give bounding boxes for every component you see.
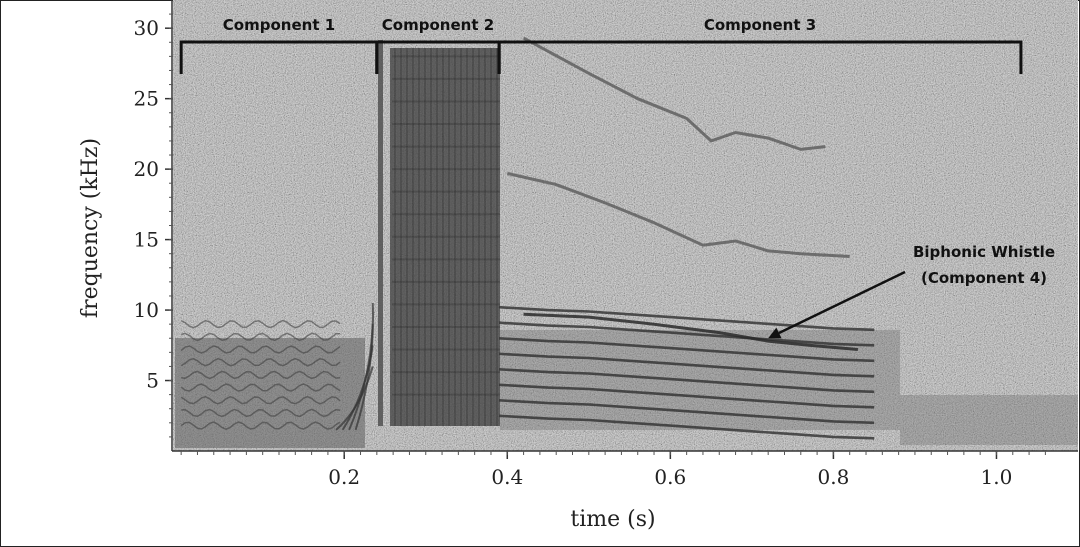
stack-harmonic-line (499, 414, 875, 440)
y-axis-title: frequency (kHz) (78, 138, 103, 318)
component-bracket (497, 40, 1023, 74)
annotation-arrowhead (768, 327, 782, 339)
stack-harmonic-line (499, 352, 875, 378)
whistle-harmonic-stack (499, 305, 875, 440)
component-1-harmonic (180, 395, 341, 405)
stack-harmonic-line (499, 383, 875, 409)
x-tick-label: 1.0 (981, 465, 1013, 489)
component-1-band (175, 338, 365, 448)
x-axis-ticks: 0.2 0.4 0.6 0.8 1.0 (180, 451, 1046, 489)
component-1-harmonic (181, 332, 341, 342)
y-tick-label: 20 (134, 157, 159, 181)
y-tick-label: 10 (134, 298, 159, 322)
component-2-onset-line (378, 40, 383, 426)
x-tick-label: 0.6 (654, 465, 686, 489)
y-tick-label: 25 (134, 87, 159, 111)
component-1-harmonic (180, 357, 341, 367)
y-tick-label: 15 (134, 228, 159, 252)
component-brackets: Component 1 Component 2 Component 3 (179, 16, 1023, 74)
component-label: Component 3 (704, 16, 816, 34)
biphonic-whistle-contour (523, 312, 859, 351)
x-axis-title: time (s) (570, 507, 655, 532)
component-1-harmonic (181, 370, 341, 380)
component-1-harmonic (180, 345, 341, 354)
component-1-harmonic (181, 408, 341, 418)
x-tick-label: 0.8 (817, 465, 849, 489)
component-label: Component 2 (382, 16, 494, 34)
component-1-harmonic (180, 319, 341, 329)
x-tick-label: 0.4 (491, 465, 523, 489)
stack-harmonic-line (499, 337, 875, 363)
upper-harmonic-line (506, 171, 850, 258)
annotation-arrow (778, 270, 906, 335)
component-1-harmonics (180, 302, 375, 431)
stack-harmonic-line (499, 399, 875, 425)
stack-harmonic-line (499, 305, 875, 332)
stack-harmonic-line (499, 321, 875, 347)
component-1-harmonic (180, 383, 341, 392)
y-tick-label: 5 (146, 369, 159, 393)
annotation-line-1: Biphonic Whistle (913, 243, 1055, 261)
component-1-harmonic (180, 421, 341, 431)
annotation-line-2: (Component 4) (921, 269, 1047, 287)
whistle-upper-harmonics (506, 36, 850, 258)
y-tick-label: 30 (134, 16, 159, 40)
component-label: Component 1 (223, 16, 335, 34)
component-1-sweep (354, 302, 375, 431)
component-2-texture (391, 48, 500, 426)
x-tick-label: 0.2 (328, 465, 360, 489)
component-3-tail (900, 395, 1078, 445)
stack-harmonic-line (499, 368, 875, 394)
upper-harmonic-line (522, 36, 826, 151)
y-axis-ticks: 5 10 15 20 25 30 (134, 13, 173, 438)
